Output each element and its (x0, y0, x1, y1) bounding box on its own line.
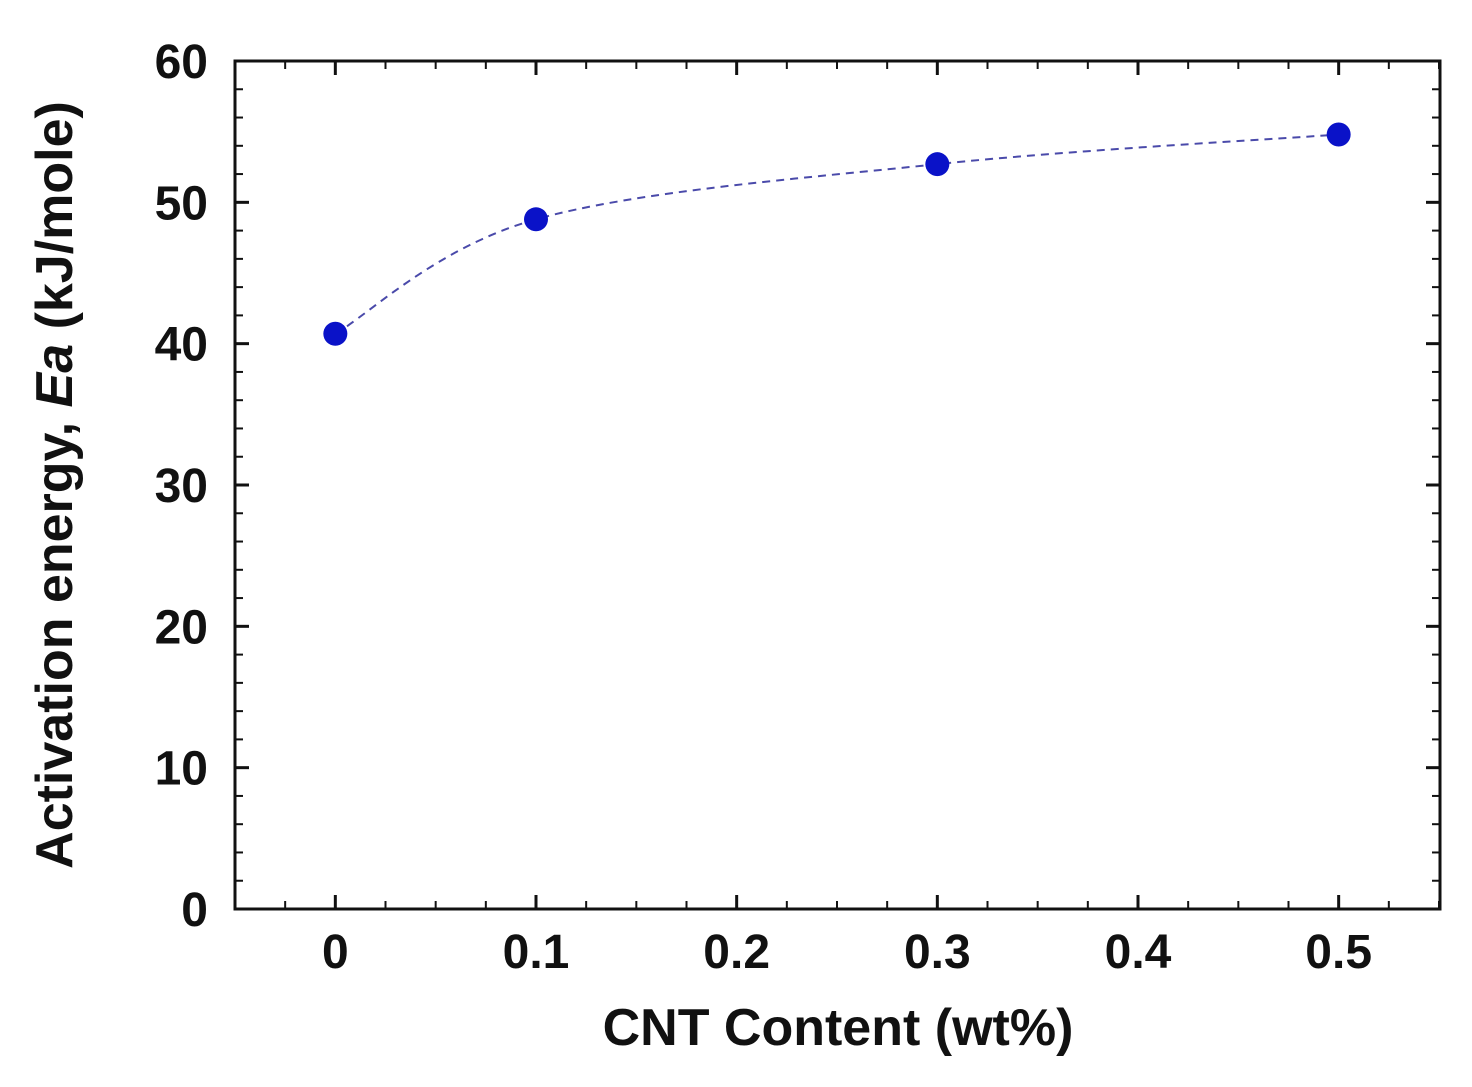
x-tick-label: 0.4 (1105, 926, 1172, 979)
x-tick-label: 0 (322, 926, 349, 979)
trend-line (334, 133, 1339, 335)
data-point (925, 152, 950, 177)
y-tick-label: 0 (181, 884, 208, 937)
y-major-ticks (235, 59, 1440, 911)
data-points (323, 122, 1351, 346)
y-axis-title-prefix: Activation energy, (26, 407, 84, 868)
y-tick-labels: 0 10 20 30 40 50 60 (155, 36, 208, 937)
y-tick-label: 10 (155, 743, 208, 796)
plot-frame (233, 59, 1442, 911)
x-axis-title: CNT Content (wt%) (603, 999, 1074, 1057)
y-tick-label: 60 (155, 36, 208, 89)
x-tick-label: 0.1 (503, 926, 570, 979)
x-tick-label: 0.5 (1305, 926, 1372, 979)
x-major-ticks (333, 61, 1341, 909)
data-point (323, 321, 348, 346)
y-minor-ticks (235, 88, 1440, 882)
y-tick-label: 30 (155, 460, 208, 513)
x-minor-ticks (234, 61, 1440, 909)
x-tick-label: 0.3 (904, 926, 971, 979)
y-axis-title-italic: Ea (26, 344, 84, 408)
data-point (1326, 122, 1351, 147)
y-tick-label: 50 (155, 177, 208, 230)
y-axis-title-suffix: (kJ/mole) (26, 101, 84, 344)
x-tick-labels: 0 0.1 0.2 0.3 0.4 0.5 (322, 926, 1372, 979)
data-point (523, 207, 548, 232)
y-axis-title: Activation energy, Ea (kJ/mole) (26, 101, 84, 869)
y-tick-label: 20 (155, 601, 208, 654)
x-tick-label: 0.2 (703, 926, 770, 979)
y-tick-label: 40 (155, 319, 208, 372)
